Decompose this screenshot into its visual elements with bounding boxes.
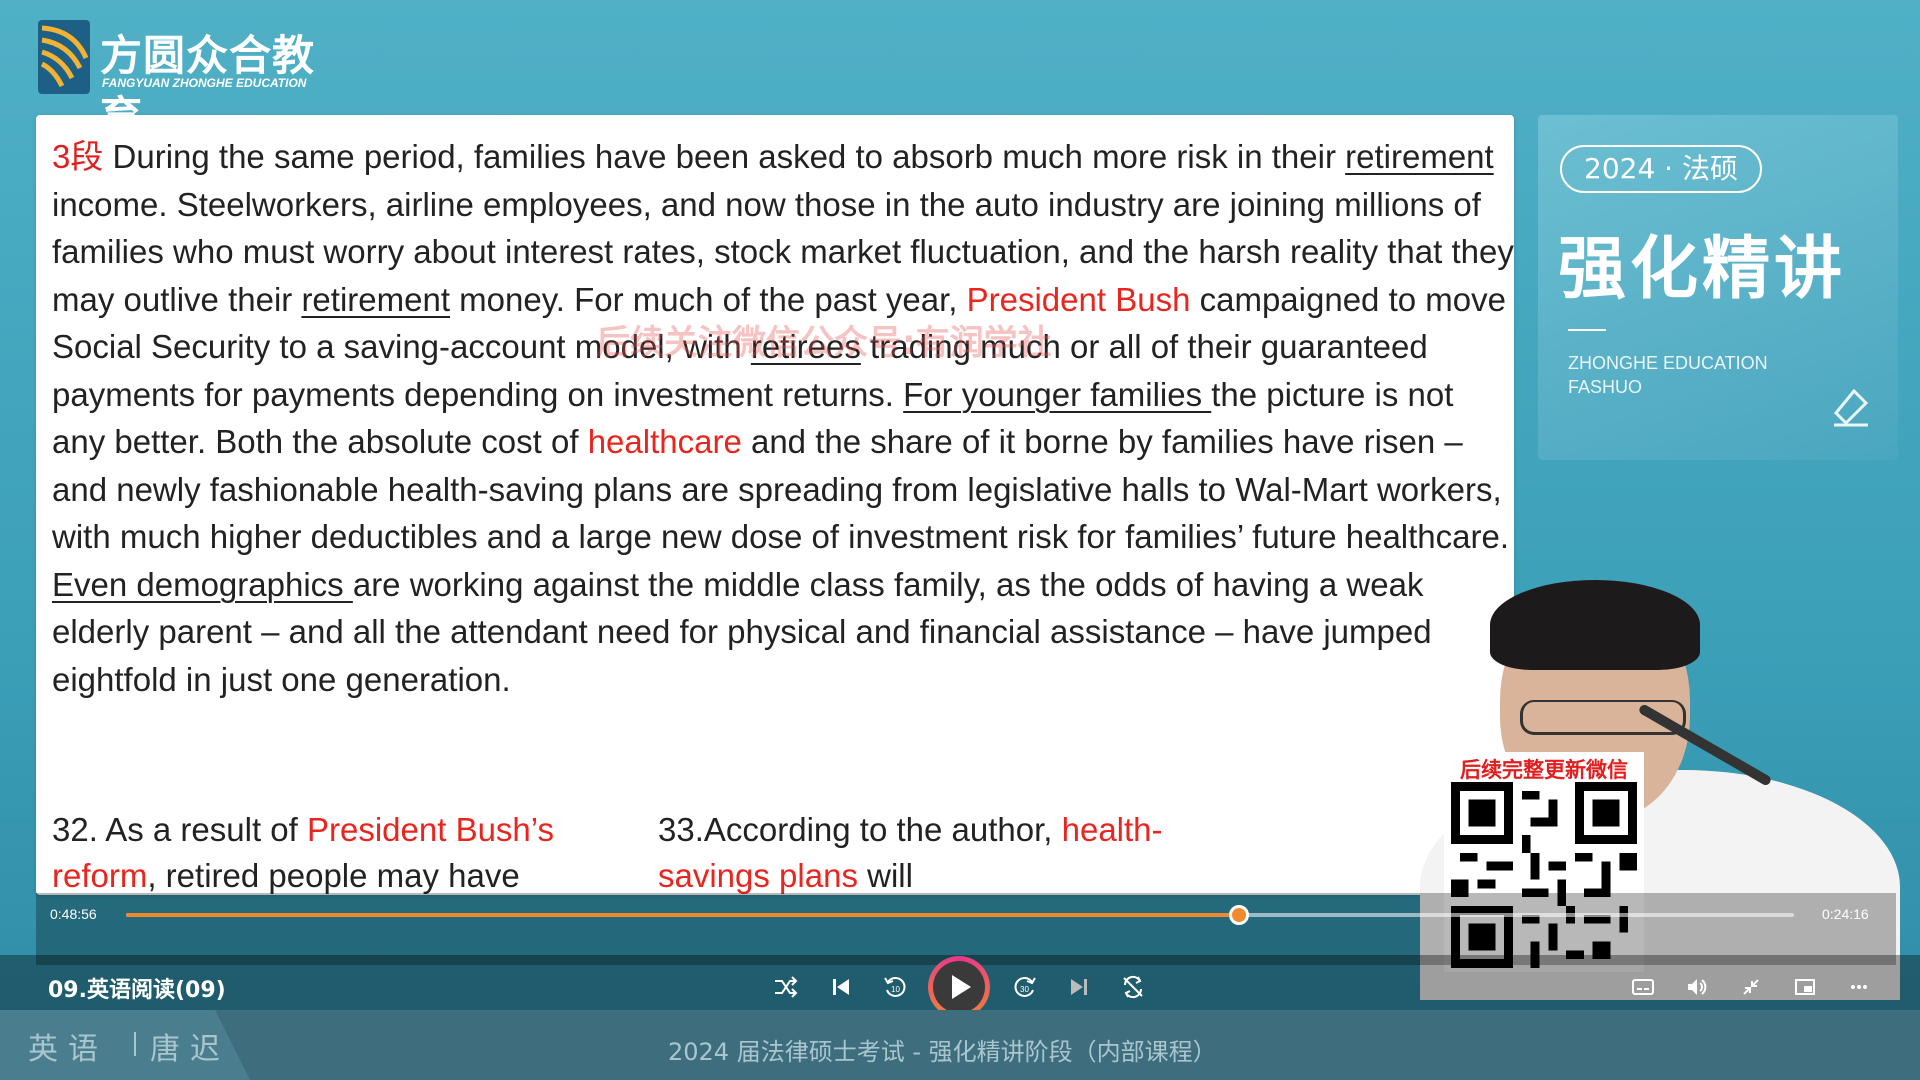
subtitles-icon [1632, 979, 1654, 995]
question-32: 32. As a result of President Bush’s refo… [52, 807, 612, 895]
passage-text: and the share of it borne by families ha… [52, 423, 1510, 555]
question-text: 33.According to the author, [658, 811, 1062, 848]
keyword-retirement: retirement [1345, 138, 1494, 175]
passage-text: campaigned to move Social Security to a … [52, 280, 1506, 366]
fast-forward-icon: 30 [1014, 977, 1036, 997]
teacher-label: 唐迟 [150, 1032, 230, 1067]
course-card: 2024 · 法硕 强化精讲 ZHONGHE EDUCATION FASHUO [1538, 115, 1898, 460]
reading-passage: 3段 During the same period, families have… [52, 133, 1514, 703]
keyword-president-bush: President Bush [966, 280, 1191, 318]
divider [134, 1032, 136, 1056]
keyword-healthcare: healthcare [587, 423, 742, 460]
player-progress-area [36, 893, 1896, 965]
skip-next-icon [1071, 979, 1087, 995]
footer-subject-panel [0, 1010, 250, 1080]
qr-panel: 后续完整更新微信 [1444, 752, 1644, 972]
loop-button[interactable] [1116, 970, 1150, 1004]
passage-text: income. Steelworkers, airline employees,… [52, 185, 1514, 318]
loop-off-icon [1123, 975, 1143, 999]
pip-icon [1795, 979, 1815, 995]
subtitles-button[interactable] [1628, 972, 1658, 1002]
question-33: 33.According to the author, health-savin… [658, 807, 1218, 895]
passage-text: money. For much of the past year, [450, 280, 967, 318]
skip-previous-icon [833, 979, 849, 995]
paragraph-tag: 3段 [52, 138, 104, 175]
qr-label: 后续完整更新微信 [1460, 758, 1628, 782]
next-button[interactable] [1062, 970, 1096, 1004]
question-keyword: President Bush’s reform [52, 811, 555, 894]
seek-handle[interactable] [1228, 905, 1249, 925]
year-tag: 2024 · 法硕 [1560, 145, 1762, 193]
passage-text: During the same period, families have be… [103, 138, 1346, 175]
footer-bar [0, 1010, 1920, 1080]
question-keyword: health-savings plans [658, 811, 1163, 894]
slide-content: 3段 During the same period, families have… [36, 115, 1514, 895]
course-subtitle: ZHONGHE EDUCATION FASHUO [1568, 353, 1768, 397]
brand-logo: 方圆众合教育 FANGYUAN ZHONGHE EDUCATION [34, 18, 334, 141]
rewind-icon: 10 [884, 977, 906, 997]
course-title: 强化精讲 [1558, 230, 1847, 309]
brand-name-en: FANGYUAN ZHONGHE EDUCATION [102, 76, 307, 90]
picture-in-picture-button[interactable] [1790, 972, 1820, 1002]
forward-30-button[interactable]: 30 [1008, 970, 1042, 1004]
keyword-younger-families: For younger families [903, 375, 1212, 413]
brand-mark-icon [38, 20, 90, 94]
previous-button[interactable] [824, 970, 858, 1004]
keyword-retirement: retirement [301, 280, 450, 318]
play-button[interactable] [928, 956, 990, 1018]
rewind-10-button[interactable]: 10 [878, 970, 912, 1004]
collapse-icon [1743, 979, 1759, 995]
question-text: , retired people may have [147, 857, 520, 894]
shuffle-button[interactable] [768, 970, 802, 1004]
question-text: will [857, 857, 913, 894]
passage-text: the picture is not any better. Both the … [52, 375, 1454, 461]
volume-icon [1688, 979, 1707, 995]
subject-label: 英语 [28, 1032, 108, 1067]
passage-text: are working against the middle class fam… [52, 565, 1432, 698]
presenter-glasses [1520, 700, 1686, 735]
passage-text: trading much or all of their guaranteed … [52, 328, 1428, 413]
svg-text:30: 30 [1020, 985, 1029, 994]
volume-button[interactable] [1682, 972, 1712, 1002]
remaining-time: 0:24:16 [1822, 906, 1869, 922]
keyword-retirees: retirees [750, 328, 861, 365]
question-text: 32. As a result of [52, 811, 307, 848]
seek-bar[interactable] [126, 905, 1794, 925]
minimize-button[interactable] [1736, 972, 1766, 1002]
course-name: 2024 届法律硕士考试 - 强化精讲阶段（内部课程） [668, 1038, 1217, 1066]
lesson-title: 09.英语阅读(09) [48, 978, 226, 1003]
pen-icon [1833, 388, 1869, 427]
seek-bar-fill [126, 913, 1239, 917]
qr-code-icon [1451, 782, 1637, 968]
more-icon [1851, 985, 1867, 989]
keyword-even-demographics: Even demographics [52, 565, 353, 603]
current-time: 0:48:56 [50, 906, 97, 922]
svg-text:10: 10 [891, 985, 900, 994]
play-icon [952, 975, 971, 999]
shuffle-icon [775, 976, 798, 998]
presenter-hair [1490, 580, 1700, 670]
more-button[interactable] [1844, 972, 1874, 1002]
divider [1568, 329, 1606, 331]
